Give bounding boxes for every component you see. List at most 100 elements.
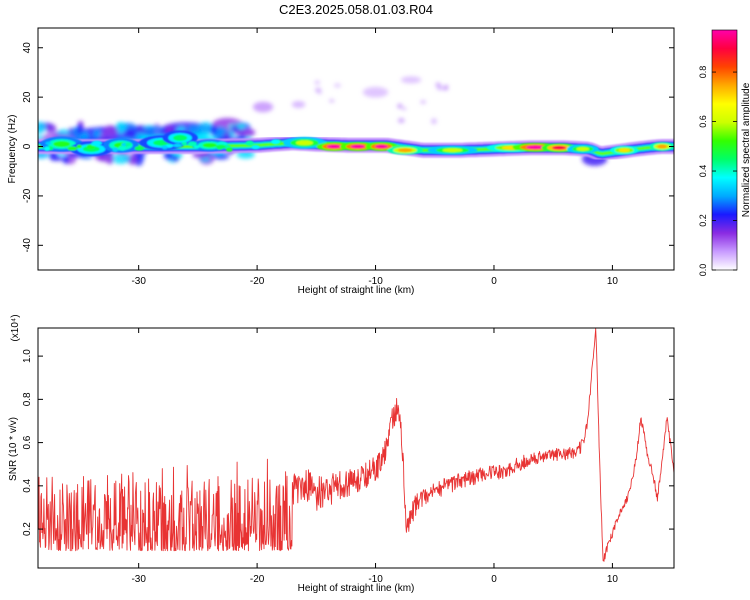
colorbar-tick-label: 0.0: [698, 264, 708, 277]
spectrogram-knot: [112, 147, 119, 152]
spectrogram-speckle: [45, 124, 57, 133]
spectrogram-y-axis-label: Frequency (Hz): [7, 115, 18, 184]
spectrogram-speckle: [172, 155, 180, 162]
snr-x-tick-label: 10: [607, 574, 619, 585]
spectrogram-x-ticks: -30 -20 -10 0 10: [131, 28, 618, 287]
spectrogram-cloud: [362, 86, 389, 98]
spectrogram-knot: [118, 145, 127, 151]
spectrogram-hotspot-core: [375, 144, 388, 149]
snr-x-tick-label: -30: [131, 574, 146, 585]
spectrogram-y-tick-label: -20: [22, 188, 33, 203]
spectrogram-knot: [86, 144, 96, 150]
spectrogram-x-axis-label: Height of straight line (km): [298, 285, 415, 296]
snr-plot-area: [38, 328, 674, 568]
spectrogram-knot: [187, 141, 197, 147]
spectrogram-frame: [37, 27, 675, 271]
colorbar-tick-label: 0.6: [698, 115, 708, 128]
snr-multiplier-label: (x10⁴): [10, 314, 21, 341]
spectrogram-speckle: [103, 125, 118, 137]
spectrogram-speckle: [111, 153, 130, 164]
colorbar-tick-label: 0.2: [698, 214, 708, 227]
spectrogram-speckle: [104, 152, 114, 164]
colorbar: 0.0 0.2 0.4 0.6 0.8 Normalized spectral ampl…: [698, 29, 750, 276]
spectrogram-hotspot-core: [398, 148, 413, 153]
spectrogram-x-tick-label: 10: [607, 276, 619, 287]
snr-x-tick-label: 0: [491, 574, 497, 585]
colorbar-tick-label: 0.8: [698, 66, 708, 79]
spectrogram-knot: [44, 146, 50, 151]
spectrogram-speckle: [444, 84, 449, 91]
spectrogram-speckle: [62, 155, 70, 164]
spectrogram-y-tick-label: 0: [22, 143, 33, 149]
spectrogram-y-tick-label: 20: [22, 91, 33, 103]
spectrogram-speckle: [315, 87, 322, 93]
spectrogram-hotspot-core: [618, 148, 630, 153]
snr-x-tick-label: -10: [368, 574, 383, 585]
snr-y-axis-label: SNR (10 * v/v): [8, 417, 19, 481]
spectrogram-hotspot-core: [173, 134, 188, 141]
spectrogram-knot: [45, 141, 52, 145]
spectrogram-speckle: [398, 118, 405, 123]
spectrogram-knot: [161, 145, 168, 150]
spectrogram-speckle: [436, 86, 444, 91]
spectrogram-speckle: [93, 130, 102, 138]
spectrogram-hotspot-core: [53, 140, 71, 148]
spectrogram-speckle: [397, 103, 403, 109]
spectrogram-hotspot-core: [202, 142, 217, 148]
spectrogram-knot: [173, 143, 183, 148]
spectrogram-x-tick-label: -10: [368, 276, 383, 287]
snr-x-tick-label: -20: [250, 574, 265, 585]
spectrogram-x-tick-label: -20: [250, 276, 265, 287]
spectrogram-speckle: [435, 82, 441, 87]
spectrogram-cloud: [400, 76, 422, 84]
spectrogram-speckle: [210, 125, 218, 135]
spectrogram-speckle: [146, 126, 165, 131]
spectrogram-knot: [181, 141, 188, 146]
snr-series-line: [38, 328, 674, 562]
spectrogram-speckle: [314, 80, 320, 85]
snr-y-tick-label: 0.6: [22, 435, 33, 449]
spectrogram-cloud: [252, 101, 274, 113]
spectrogram-knot: [91, 140, 102, 146]
spectrogram-knot: [125, 142, 132, 146]
spectrogram-knot: [225, 147, 233, 152]
spectrogram-hotspot-core: [350, 144, 365, 149]
snr-y-tick-label: 1.0: [22, 349, 33, 363]
spectrogram-speckle: [50, 156, 65, 162]
snr-y-tick-label: 0.2: [22, 522, 33, 536]
spectrogram-speckle: [199, 132, 210, 138]
spectrogram-y-tick-label: -40: [22, 238, 33, 253]
spectrogram-x-tick-label: 0: [491, 276, 497, 287]
spectrogram-speckle: [431, 118, 437, 125]
spectrogram-panel: -30 -20 -10 0 10 -40 -20 0 20 40 Height of strai…: [7, 27, 675, 296]
spectrogram-knot: [271, 139, 281, 145]
spectrogram-speckle: [420, 100, 426, 104]
spectrogram-knot: [251, 145, 260, 150]
snr-y-ticks: 0.2 0.4 0.6 0.8 1.0: [22, 349, 674, 536]
spectrogram-hotspot-core: [295, 140, 314, 146]
spectrogram-knot: [193, 145, 200, 149]
spectrogram-knot: [76, 144, 83, 149]
snr-y-tick-label: 0.8: [22, 392, 33, 406]
spectrogram-y-ticks: -40 -20 0 20 40: [22, 42, 674, 253]
spectrogram-knot: [245, 140, 254, 146]
colorbar-tick-label: 0.4: [698, 165, 708, 178]
spectrogram-x-tick-label: -30: [131, 276, 146, 287]
snr-panel: -30 -20 -10 0 10 0.2 0.4 0.6 0.8 1.0 Height of s…: [8, 314, 675, 594]
spectrogram-knot: [134, 146, 145, 151]
spectrogram-hotspot-core: [552, 145, 567, 150]
spectrogram-speckle: [115, 122, 126, 134]
spectrogram-speckle: [333, 83, 341, 88]
colorbar-ticks: 0.0 0.2 0.4 0.6 0.8: [698, 66, 737, 276]
spectrogram-knot: [67, 146, 78, 151]
spectrogram-speckle: [38, 121, 46, 134]
figure-title: C2E3.2025.058.01.03.R04: [279, 2, 433, 17]
spectrogram-cloud: [291, 101, 306, 109]
spectrogram-speckle: [243, 129, 256, 134]
spectrogram-speckle: [197, 122, 215, 135]
spectrogram-speckle: [231, 125, 239, 132]
spectrogram-hotspot-core: [526, 145, 545, 150]
spectrogram-speckle: [123, 128, 137, 139]
spectrogram-speckle: [329, 99, 335, 103]
